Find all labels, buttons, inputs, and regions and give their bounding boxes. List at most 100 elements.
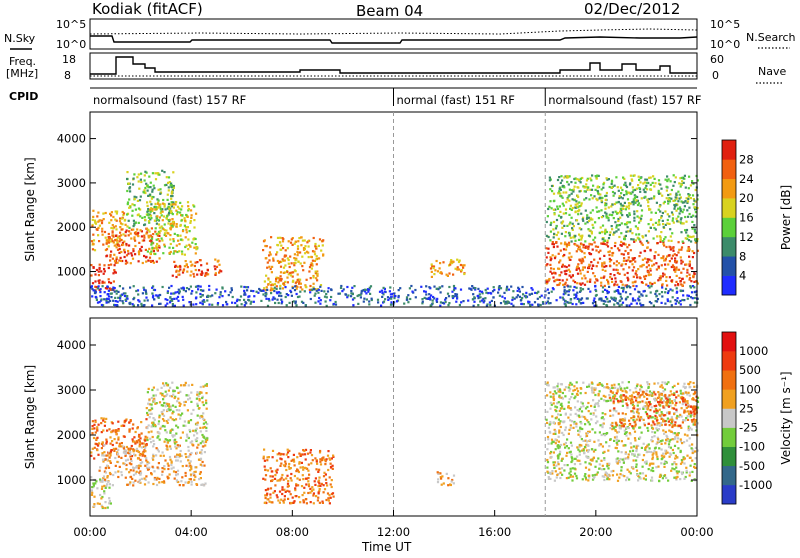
heatmap-cell bbox=[636, 463, 638, 465]
heatmap-cell bbox=[265, 298, 267, 300]
heatmap-cell bbox=[636, 419, 638, 421]
heatmap-cell bbox=[641, 281, 643, 283]
heatmap-cell bbox=[548, 236, 550, 238]
heatmap-cell bbox=[636, 274, 638, 276]
heatmap-cell bbox=[681, 177, 683, 179]
heatmap-cell bbox=[562, 185, 564, 187]
heatmap-cell bbox=[627, 272, 629, 274]
heatmap-cell bbox=[364, 289, 366, 291]
heatmap-cell bbox=[559, 205, 561, 207]
heatmap-cell bbox=[309, 492, 311, 494]
y-tick-label: 3000 bbox=[57, 176, 86, 190]
heatmap-cell bbox=[590, 418, 592, 420]
heatmap-cell bbox=[523, 303, 525, 305]
heatmap-cell bbox=[575, 204, 577, 206]
heatmap-cell bbox=[161, 225, 163, 227]
heatmap-cell bbox=[140, 472, 142, 474]
heatmap-cell bbox=[161, 481, 163, 483]
heatmap-cell bbox=[202, 412, 204, 414]
heatmap-cell bbox=[104, 421, 106, 423]
heatmap-cell bbox=[315, 495, 317, 497]
heatmap-cell bbox=[283, 282, 285, 284]
heatmap-cell bbox=[132, 303, 134, 305]
heatmap-cell bbox=[461, 269, 463, 271]
heatmap-cell bbox=[622, 208, 624, 210]
heatmap-cell bbox=[627, 198, 629, 200]
heatmap-cell bbox=[593, 195, 595, 197]
heatmap-cell bbox=[302, 474, 304, 476]
heatmap-cell bbox=[637, 227, 639, 229]
cpid-label: CPID bbox=[9, 90, 38, 103]
heatmap-cell bbox=[119, 232, 121, 234]
heatmap-cell bbox=[107, 293, 109, 295]
heatmap-cell bbox=[179, 268, 181, 270]
heatmap-cell bbox=[614, 291, 616, 293]
heatmap-cell bbox=[556, 206, 558, 208]
heatmap-cell bbox=[216, 289, 218, 291]
heatmap-cell bbox=[611, 281, 613, 283]
heatmap-cell bbox=[144, 174, 146, 176]
heatmap-cell bbox=[176, 409, 178, 411]
heatmap-cell bbox=[662, 243, 664, 245]
heatmap-cell bbox=[629, 183, 631, 185]
heatmap-cell bbox=[119, 443, 121, 445]
heatmap-cell bbox=[679, 194, 681, 196]
heatmap-cell bbox=[474, 287, 476, 289]
heatmap-cell bbox=[185, 472, 187, 474]
heatmap-cell bbox=[139, 442, 141, 444]
heatmap-cell bbox=[243, 294, 245, 296]
heatmap-cell bbox=[269, 497, 271, 499]
heatmap-cell bbox=[692, 250, 694, 252]
heatmap-cell bbox=[615, 226, 617, 228]
heatmap-cell bbox=[641, 197, 643, 199]
heatmap-cell bbox=[154, 172, 156, 174]
heatmap-cell bbox=[689, 304, 691, 306]
heatmap-cell bbox=[659, 184, 661, 186]
heatmap-cell bbox=[552, 276, 554, 278]
heatmap-cell bbox=[630, 175, 632, 177]
heatmap-cell bbox=[659, 279, 661, 281]
heatmap-cell bbox=[190, 209, 192, 211]
heatmap-cell bbox=[588, 243, 590, 245]
heatmap-cell bbox=[693, 281, 695, 283]
heatmap-cell bbox=[633, 220, 635, 222]
heatmap-cell bbox=[650, 184, 652, 186]
heatmap-cell bbox=[563, 176, 565, 178]
heatmap-cell bbox=[156, 261, 158, 263]
heatmap-cell bbox=[637, 405, 639, 407]
heatmap-cell bbox=[689, 277, 691, 279]
heatmap-cell bbox=[563, 225, 565, 227]
heatmap-cell bbox=[119, 285, 121, 287]
heatmap-cell bbox=[377, 301, 379, 303]
heatmap-cell bbox=[171, 468, 173, 470]
heatmap-cell bbox=[132, 258, 134, 260]
heatmap-cell bbox=[100, 417, 102, 419]
heatmap-cell bbox=[201, 272, 203, 274]
heatmap-cell bbox=[291, 479, 293, 481]
heatmap-cell bbox=[102, 213, 104, 215]
heatmap-cell bbox=[122, 302, 124, 304]
heatmap-cell bbox=[264, 502, 266, 504]
heatmap-cell bbox=[656, 268, 658, 270]
heatmap-cell bbox=[267, 488, 269, 490]
heatmap-cell bbox=[197, 415, 199, 417]
heatmap-cell bbox=[687, 250, 689, 252]
heatmap-cell bbox=[128, 431, 130, 433]
heatmap-cell bbox=[284, 461, 286, 463]
heatmap-cell bbox=[606, 216, 608, 218]
heatmap-cell bbox=[616, 213, 618, 215]
heatmap-cell bbox=[584, 277, 586, 279]
heatmap-cell bbox=[519, 291, 521, 293]
heatmap-cell bbox=[546, 263, 548, 265]
heatmap-cell bbox=[619, 299, 621, 301]
heatmap-cell bbox=[667, 418, 669, 420]
heatmap-cell bbox=[605, 441, 607, 443]
heatmap-cell bbox=[576, 219, 578, 221]
heatmap-cell bbox=[576, 250, 578, 252]
heatmap-cell bbox=[118, 259, 120, 261]
heatmap-cell bbox=[489, 301, 491, 303]
heatmap-cell bbox=[685, 263, 687, 265]
heatmap-cell bbox=[614, 387, 616, 389]
heatmap-cell bbox=[150, 215, 152, 217]
heatmap-cell bbox=[101, 222, 103, 224]
